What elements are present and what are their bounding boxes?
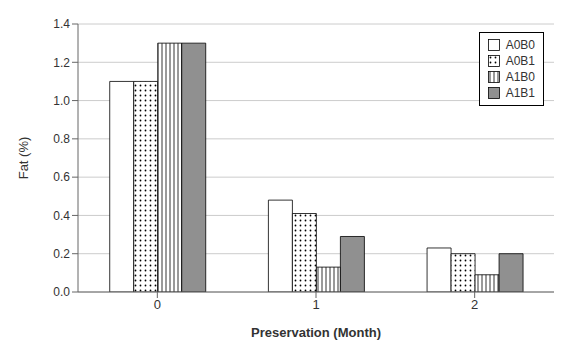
html-text:A1B1: A1B1	[505, 86, 535, 100]
svg-text:0.4: 0.4	[53, 209, 70, 223]
svg-text:0.6: 0.6	[53, 170, 70, 184]
svg-text:1: 1	[312, 297, 319, 312]
svg-text:1.2: 1.2	[53, 56, 70, 70]
svg-text:0.0: 0.0	[53, 285, 70, 299]
svg-text:1.4: 1.4	[53, 17, 70, 31]
html-text:A0B0: A0B0	[505, 38, 535, 52]
svg-text:2: 2	[471, 297, 478, 312]
svg-text:0.2: 0.2	[53, 247, 70, 261]
html-text:A0B1: A0B1	[505, 54, 535, 68]
svg-text:Fat (%): Fat (%)	[16, 137, 31, 180]
svg-text:0.8: 0.8	[53, 132, 70, 146]
svg-text:Preservation (Month): Preservation (Month)	[251, 325, 381, 340]
html-text:A1B0: A1B0	[505, 70, 535, 84]
svg-text:0: 0	[154, 297, 161, 312]
svg-text:1.0: 1.0	[53, 94, 70, 108]
